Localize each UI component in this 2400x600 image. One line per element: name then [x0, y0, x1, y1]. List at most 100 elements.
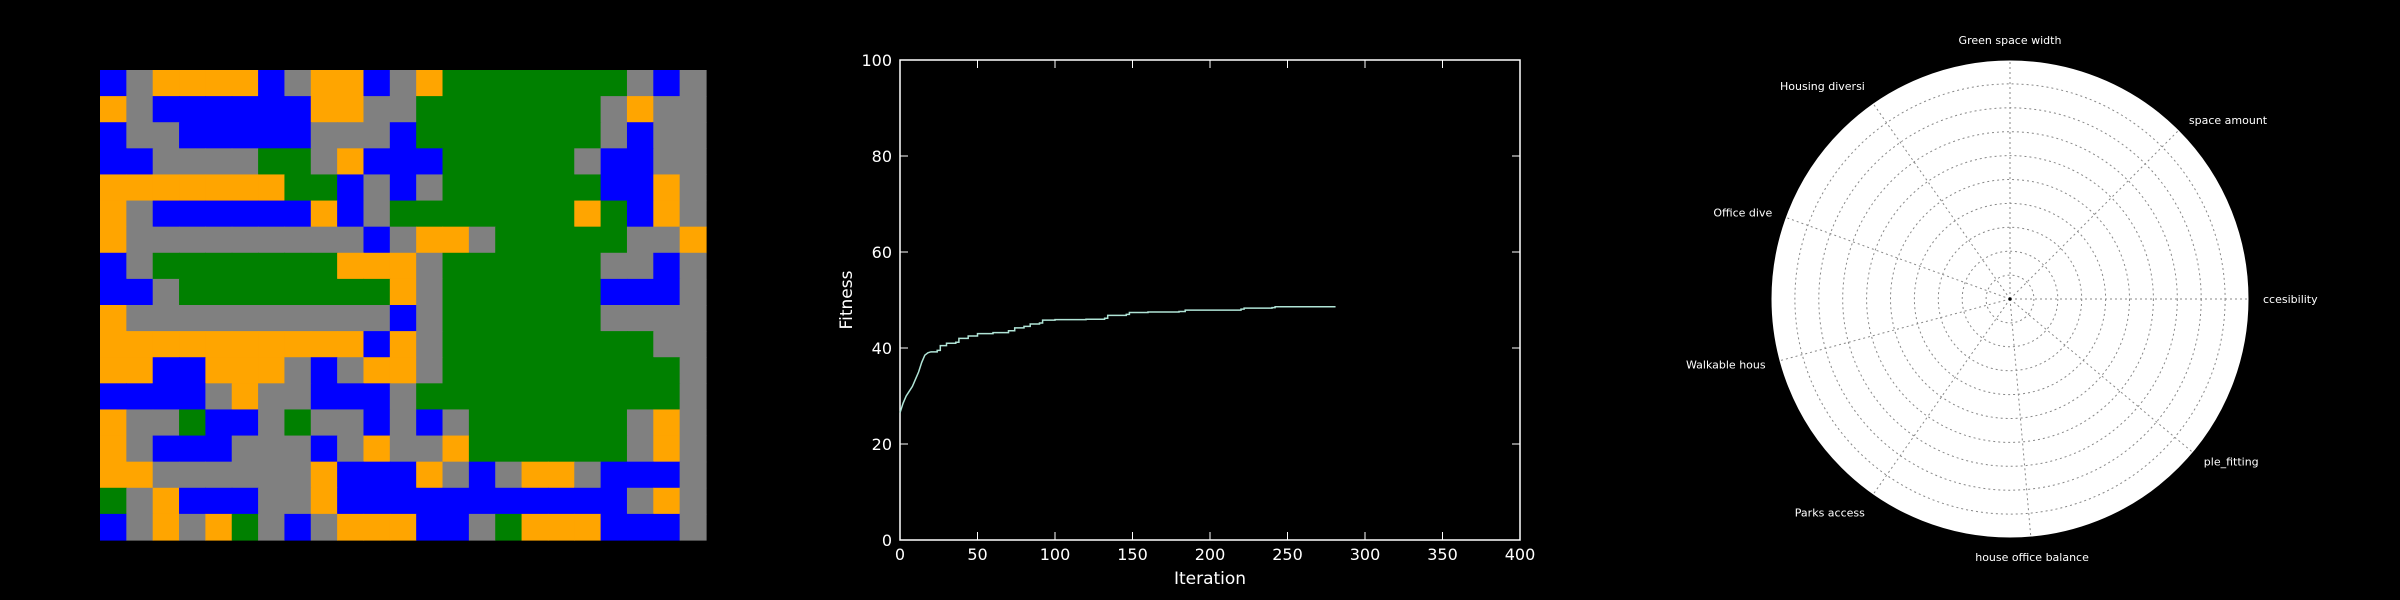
x-tick-label: 0 [895, 545, 905, 564]
grid-cell-office [389, 278, 417, 306]
grid-cell-office [100, 331, 127, 358]
grid-cell-housing [205, 409, 233, 437]
grid-cell-housing [258, 122, 286, 149]
grid-cell-housing [600, 487, 628, 515]
grid-cell-green [495, 435, 523, 463]
grid-cell-road [626, 305, 654, 332]
grid-cell-housing [363, 331, 391, 358]
grid-cell-housing [363, 461, 391, 489]
grid-cell-green [574, 383, 602, 411]
grid-cell-office [126, 174, 154, 202]
grid-cell-office [389, 252, 417, 280]
grid-cell-road [679, 148, 707, 176]
grid-cell-road [574, 461, 602, 489]
grid-cell-green [468, 357, 496, 384]
grid-cell-road [600, 305, 628, 332]
grid-cell-housing [337, 200, 365, 228]
grid-cell-road [679, 331, 707, 358]
grid-cell-office [152, 174, 180, 202]
grid-cell-road [600, 122, 628, 149]
grid-cell-office [389, 331, 417, 358]
grid-cell-office [100, 200, 127, 228]
plot-area [899, 59, 1521, 541]
grid-cell-office [310, 96, 338, 123]
grid-cell-road [416, 331, 444, 358]
grid-cell-green [442, 252, 470, 280]
grid-cell-green [284, 278, 312, 306]
grid-cell-office [310, 200, 338, 228]
grid-cell-housing [126, 278, 154, 306]
grid-cell-road [258, 461, 286, 489]
grid-cell-green [231, 278, 259, 306]
grid-cell-housing [310, 357, 338, 384]
grid-cell-green [521, 331, 549, 358]
grid-cell-green [574, 305, 602, 332]
grid-cell-green [495, 148, 523, 176]
grid-cell-road [626, 226, 654, 254]
grid-cell-road [389, 435, 417, 463]
grid-cell-office [337, 70, 365, 97]
radar-ring [1985, 274, 2035, 324]
grid-cell-office [416, 226, 444, 254]
grid-cell-road [626, 70, 654, 97]
grid-cell-office [258, 357, 286, 384]
grid-cell-road [442, 461, 470, 489]
grid-cell-road [653, 96, 681, 123]
grid-cell-green [600, 357, 628, 384]
grid-cell-road [258, 513, 286, 541]
grid-cell-housing [600, 148, 628, 176]
grid-cell-road [416, 174, 444, 202]
grid-cell-road [679, 122, 707, 149]
grid-cell-green [310, 252, 338, 280]
grid-cell-green [574, 331, 602, 358]
grid-cell-road [389, 409, 417, 437]
grid-cell-office [310, 461, 338, 489]
x-tick-label: 250 [1272, 545, 1303, 564]
radar-ring [1890, 179, 2130, 419]
grid-cell-office [100, 305, 127, 332]
grid-cell-housing [626, 513, 654, 541]
grid-cell-green [442, 357, 470, 384]
grid-cell-housing [389, 305, 417, 332]
grid-cell-road [126, 305, 154, 332]
grid-cell-road [284, 226, 312, 254]
radar-axis-label: Housing diversi [1780, 80, 1865, 93]
grid-cell-road [258, 487, 286, 515]
grid-cell-road [126, 70, 154, 97]
grid-cell-road [284, 70, 312, 97]
grid-cell-office [100, 226, 127, 254]
grid-cell-green [626, 383, 654, 411]
grid-cell-housing [363, 148, 391, 176]
grid-cell-green [600, 383, 628, 411]
grid-cell-green [468, 331, 496, 358]
grid-cell-road [574, 148, 602, 176]
grid-cell-road [653, 148, 681, 176]
grid-cell-green [653, 357, 681, 384]
grid-cell-office [179, 174, 206, 202]
grid-cell-green [574, 357, 602, 384]
grid-cell-green [547, 409, 575, 437]
grid-cell-green [495, 96, 523, 123]
grid-cell-green [574, 435, 602, 463]
grid-cell-road [258, 435, 286, 463]
y-tick-label: 20 [872, 435, 892, 454]
grid-cell-road [416, 252, 444, 280]
grid-cell-office [126, 461, 154, 489]
grid-cell-green [468, 200, 496, 228]
grid-cell-green [547, 252, 575, 280]
grid-cell-office [653, 174, 681, 202]
grid-cell-road [258, 226, 286, 254]
grid-cell-office [363, 513, 391, 541]
grid-cell-housing [547, 487, 575, 515]
grid-cell-housing [179, 122, 206, 149]
grid-cell-green [521, 278, 549, 306]
grid-cell-road [284, 435, 312, 463]
grid-cell-green [521, 200, 549, 228]
grid-cell-road [205, 461, 233, 489]
grid-cell-road [337, 357, 365, 384]
grid-cell-housing [179, 96, 206, 123]
grid-cell-office [100, 174, 127, 202]
grid-cell-green [468, 174, 496, 202]
grid-cell-green [626, 331, 654, 358]
